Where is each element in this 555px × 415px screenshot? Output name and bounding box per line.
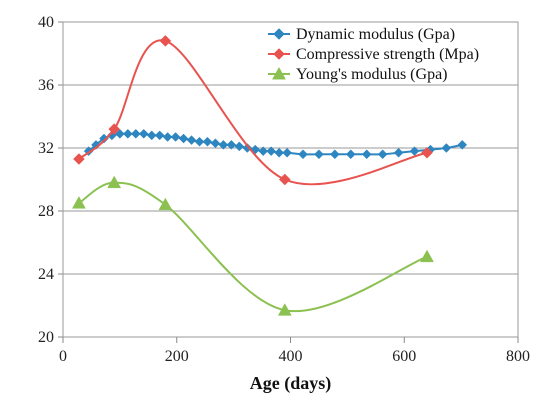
legend-label: Young's modulus (Gpa)	[296, 66, 448, 83]
data-point	[202, 136, 213, 147]
data-point	[72, 196, 86, 209]
x-tick-label: 800	[506, 348, 530, 365]
x-tick-label: 600	[392, 348, 416, 365]
data-point	[314, 149, 324, 160]
data-point	[278, 173, 291, 186]
y-tick-label: 36	[38, 77, 54, 94]
data-point	[266, 146, 277, 157]
legend-entry: Compressive strength (Mpa)	[268, 46, 479, 63]
x-tick-label: 200	[165, 348, 189, 365]
data-point	[130, 128, 141, 139]
data-point	[115, 128, 125, 139]
y-tick-label: 32	[38, 140, 54, 157]
data-point	[162, 132, 173, 142]
data-point	[73, 153, 85, 165]
data-point	[91, 139, 101, 150]
data-point	[393, 147, 404, 158]
y-tick-label: 28	[38, 203, 54, 220]
x-tick-label: 0	[59, 348, 67, 365]
data-point	[298, 149, 308, 160]
data-point	[420, 249, 434, 263]
legend-label: Dynamic modulus (Gpa)	[296, 26, 455, 43]
data-point	[345, 149, 356, 160]
series-group	[72, 35, 468, 316]
data-point	[457, 139, 468, 150]
data-point	[274, 147, 284, 158]
data-point	[158, 197, 173, 211]
legend-marker	[273, 28, 285, 40]
legend-marker	[272, 66, 286, 80]
legend-entry: Dynamic modulus (Gpa)	[268, 26, 455, 43]
legend-marker	[273, 48, 285, 60]
x-tick-label: 400	[279, 348, 303, 365]
data-point	[234, 141, 245, 152]
series-3	[72, 175, 434, 316]
data-point	[282, 147, 292, 158]
data-point	[178, 133, 189, 144]
data-point	[108, 123, 121, 135]
data-point	[226, 139, 237, 150]
data-point	[330, 149, 340, 160]
x-axis-title: Age (days)	[250, 373, 332, 394]
series-line	[78, 181, 428, 313]
y-tick-label: 24	[38, 266, 54, 283]
y-tick-label: 20	[38, 329, 54, 346]
data-point	[277, 303, 292, 316]
data-point	[138, 128, 149, 139]
legend: Dynamic modulus (Gpa) Compressive strengt…	[268, 26, 479, 83]
data-point	[107, 175, 122, 189]
data-point	[218, 139, 229, 150]
legend-label: Compressive strength (Mpa)	[296, 46, 479, 63]
data-point	[154, 130, 165, 141]
data-point	[170, 132, 181, 142]
y-tick-label: 40	[38, 14, 54, 31]
data-point	[159, 35, 172, 47]
data-point	[258, 146, 269, 157]
data-point	[441, 143, 452, 153]
data-point	[146, 130, 157, 141]
data-point	[194, 136, 205, 147]
data-point	[377, 149, 388, 160]
data-point	[186, 135, 197, 145]
series-1	[83, 128, 468, 160]
data-point	[210, 138, 221, 149]
data-point	[421, 146, 433, 159]
data-point	[122, 128, 133, 139]
series-2	[73, 35, 433, 186]
data-point	[242, 143, 253, 153]
data-point	[361, 149, 372, 160]
legend-entry: Young's modulus (Gpa)	[268, 66, 448, 83]
